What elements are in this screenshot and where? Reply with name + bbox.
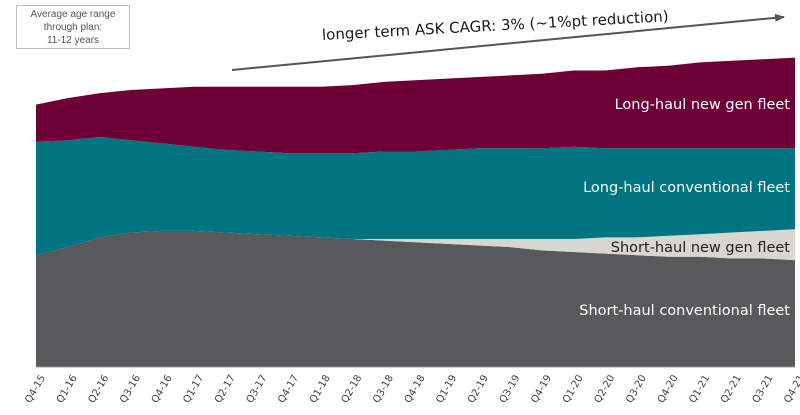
x-tick-label: Q2-18 [340, 373, 365, 405]
area-short-haul-new-gen-fleet [36, 229, 795, 261]
area-short-haul-conventional-fleet [36, 230, 795, 367]
x-tick-label: Q3-20 [624, 373, 649, 405]
x-tick-label: Q4-19 [529, 373, 554, 405]
note-line-3: 11-12 years [46, 35, 100, 46]
x-tick-label: Q4-15 [23, 373, 48, 405]
x-tick-label: Q4-17 [276, 373, 301, 405]
x-tick-label: Q3-16 [118, 373, 143, 405]
x-tick-label: Q4-18 [403, 373, 428, 405]
x-tick-label: Q2-19 [466, 373, 491, 405]
x-tick-label: Q2-20 [593, 373, 618, 405]
area-long-haul-new-gen-fleet [36, 57, 795, 154]
series-label-long-haul-new-gen: Long-haul new gen fleet [614, 97, 790, 113]
x-axis-ticks: Q4-15 Q1-16 Q2-16 Q3-16 Q4-16 Q1-17 Q2-17 Q3-17… [23, 373, 800, 405]
area-layers [36, 57, 795, 367]
x-tick-label: Q1-16 [55, 373, 80, 405]
x-tick-label: Q1-18 [308, 373, 333, 405]
series-label-long-haul-conventional: Long-haul conventional fleet [583, 180, 790, 196]
series-label-short-haul-new-gen: Short-haul new gen fleet [610, 240, 790, 256]
x-tick-label: Q2-17 [213, 373, 238, 405]
x-tick-label: Q3-19 [498, 373, 523, 405]
x-tick-label: Q3-18 [371, 373, 396, 405]
x-tick-label: Q1-19 [434, 373, 459, 405]
area-long-haul-conventional-fleet [36, 137, 795, 256]
average-age-note: Average age range through plan: 11-12 ye… [16, 5, 130, 49]
series-label-short-haul-conventional: Short-haul conventional fleet [579, 303, 790, 319]
x-tick-label: Q2-16 [87, 373, 112, 405]
x-tick-label: Q4-16 [150, 373, 175, 405]
x-tick-label: Q3-21 [751, 373, 776, 405]
x-tick-label: Q4-21 [782, 373, 800, 405]
trend-arrow [231, 13, 785, 71]
x-tick-label: Q2-21 [719, 373, 744, 405]
x-tick-label: Q4-20 [656, 373, 681, 405]
x-tick-label: Q3-17 [245, 373, 270, 405]
note-line-1: Average age range [30, 9, 116, 20]
x-tick-label: Q1-20 [561, 373, 586, 405]
x-tick-label: Q1-17 [181, 373, 206, 405]
x-tick-label: Q1-21 [687, 373, 712, 405]
note-line-2: through plan: [43, 22, 103, 33]
